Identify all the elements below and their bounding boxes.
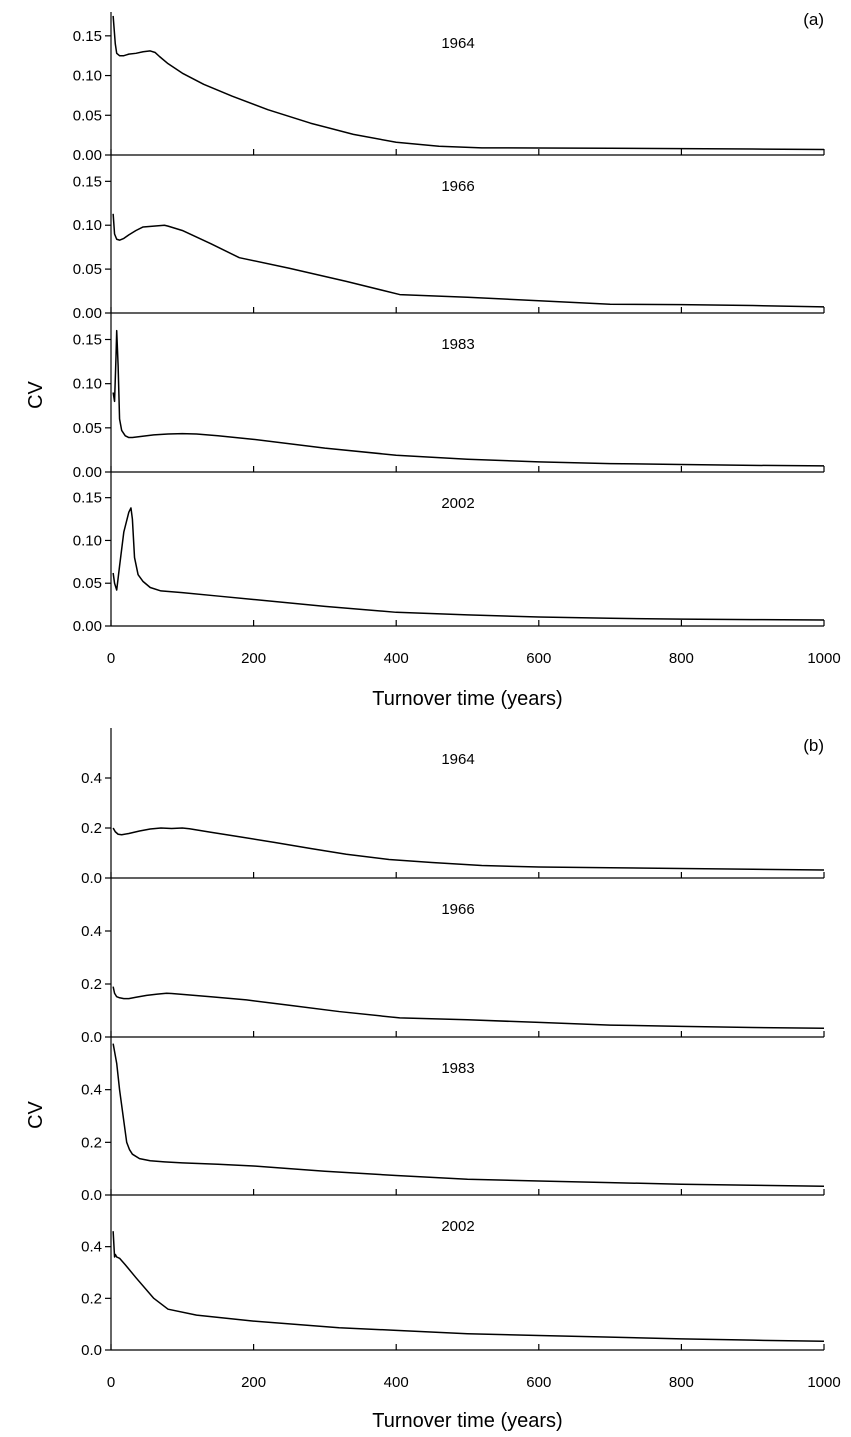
y-tick-label: 0.10 <box>73 376 102 393</box>
subplot-year-label: 1966 <box>441 178 474 195</box>
subplot-year-label: 1964 <box>441 35 474 52</box>
y-tick-label: 0.2 <box>81 1290 102 1307</box>
y-tick-label: 0.2 <box>81 1134 102 1151</box>
x-tick-label: 0 <box>107 650 115 667</box>
y-tick-label: 0.0 <box>81 870 102 887</box>
x-tick-label: 800 <box>669 1374 694 1391</box>
subplot-year-label: 2002 <box>441 1218 474 1235</box>
series-line-1983 <box>112 1043 825 1188</box>
y-tick-label: 0.4 <box>81 923 102 940</box>
y-axis-title: CV <box>25 380 47 408</box>
series-line-1964 <box>112 15 825 151</box>
chart-1: 0.00.20.419640.00.20.419660.00.20.419830… <box>25 728 841 1432</box>
y-tick-label: 0.10 <box>73 532 102 549</box>
panel-label: (b) <box>803 736 824 755</box>
y-tick-label: 0.2 <box>81 820 102 837</box>
subplot-year-label: 2002 <box>441 495 474 512</box>
series-line-1964 <box>112 827 825 871</box>
x-axis-title: Turnover time (years) <box>372 1410 562 1432</box>
x-tick-label: 1000 <box>807 1374 840 1391</box>
series-line-2002 <box>112 1231 825 1342</box>
y-tick-label: 0.05 <box>73 261 102 278</box>
x-tick-label: 1000 <box>807 650 840 667</box>
y-tick-label: 0.15 <box>73 28 102 45</box>
subplot-1983: 0.0 0.2 0.4 1983 <box>81 1037 825 1204</box>
y-tick-label: 0.4 <box>81 1082 102 1099</box>
y-tick-label: 0.05 <box>73 575 102 592</box>
y-tick-label: 0.05 <box>73 420 102 437</box>
y-tick-label: 0.15 <box>73 173 102 190</box>
x-tick-label: 400 <box>384 1374 409 1391</box>
subplot-2002: 0.0 0.2 0.4 2002 <box>81 1195 825 1359</box>
y-tick-label: 0.0 <box>81 1187 102 1204</box>
y-tick-label: 0.10 <box>73 68 102 85</box>
y-tick-label: 0.2 <box>81 976 102 993</box>
x-tick-label: 800 <box>669 650 694 667</box>
subplot-2002: 0.00 0.05 0.10 0.15 2002 <box>73 472 825 635</box>
subplot-1964: 0.00 0.05 0.10 0.15 1964 <box>73 12 825 164</box>
subplot-year-label: 1966 <box>441 901 474 918</box>
x-tick-label: 0 <box>107 1374 115 1391</box>
y-tick-label: 0.00 <box>73 464 102 481</box>
subplot-1964: 0.0 0.2 0.4 1964 <box>81 728 825 887</box>
series-line-1966 <box>112 986 825 1030</box>
series-line-1983 <box>112 329 825 467</box>
subplot-1983: 0.00 0.05 0.10 0.15 1983 <box>73 313 825 481</box>
y-tick-label: 0.10 <box>73 217 102 234</box>
series-line-2002 <box>112 507 825 621</box>
chart-0: 0.00 0.05 0.10 0.15 1964 0.00 0.05 0.10 0.15 1966… <box>25 10 841 710</box>
y-tick-label: 0.0 <box>81 1029 102 1046</box>
subplot-1966: 0.00 0.05 0.10 0.15 1966 <box>73 155 825 322</box>
y-tick-label: 0.05 <box>73 107 102 124</box>
y-axis-title: CV <box>25 1100 47 1128</box>
x-tick-label: 600 <box>526 1374 551 1391</box>
subplot-year-label: 1983 <box>441 336 474 353</box>
y-tick-label: 0.00 <box>73 305 102 322</box>
series-line-1966 <box>112 213 825 308</box>
subplot-1966: 0.0 0.2 0.4 1966 <box>81 878 825 1046</box>
x-tick-label: 400 <box>384 650 409 667</box>
y-tick-label: 0.4 <box>81 1239 102 1256</box>
y-tick-label: 0.00 <box>73 618 102 635</box>
y-tick-label: 0.4 <box>81 770 102 787</box>
subplot-year-label: 1964 <box>441 751 474 768</box>
x-tick-label: 200 <box>241 1374 266 1391</box>
panel-label: (a) <box>803 10 824 29</box>
y-tick-label: 0.15 <box>73 490 102 507</box>
y-tick-label: 0.0 <box>81 1342 102 1359</box>
y-tick-label: 0.15 <box>73 332 102 349</box>
x-tick-label: 600 <box>526 650 551 667</box>
x-tick-label: 200 <box>241 650 266 667</box>
y-tick-label: 0.00 <box>73 147 102 164</box>
x-axis-title: Turnover time (years) <box>372 688 562 710</box>
subplot-year-label: 1983 <box>441 1060 474 1077</box>
